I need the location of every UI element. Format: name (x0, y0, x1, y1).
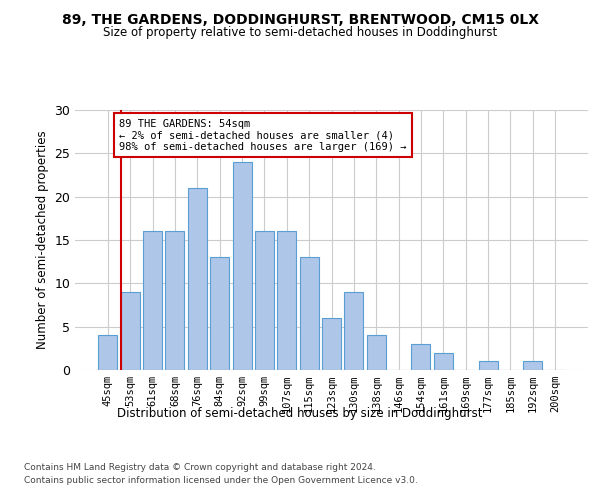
Bar (233, 162, 251, 370)
Bar (367, 336, 386, 370)
Bar (412, 344, 430, 370)
Bar (277, 232, 296, 370)
Text: 89, THE GARDENS, DODDINGHURST, BRENTWOOD, CM15 0LX: 89, THE GARDENS, DODDINGHURST, BRENTWOOD… (62, 12, 539, 26)
Text: Distribution of semi-detached houses by size in Doddinghurst: Distribution of semi-detached houses by … (117, 408, 483, 420)
Bar (98, 336, 118, 370)
Y-axis label: Number of semi-detached properties: Number of semi-detached properties (36, 130, 49, 350)
Bar (479, 362, 497, 370)
Text: Contains HM Land Registry data © Crown copyright and database right 2024.: Contains HM Land Registry data © Crown c… (24, 462, 376, 471)
Bar (322, 318, 341, 370)
Bar (121, 292, 140, 370)
Text: Size of property relative to semi-detached houses in Doddinghurst: Size of property relative to semi-detach… (103, 26, 497, 39)
Bar (188, 188, 207, 370)
Text: Contains public sector information licensed under the Open Government Licence v3: Contains public sector information licen… (24, 476, 418, 485)
Bar (299, 258, 319, 370)
Bar (434, 352, 453, 370)
Text: 89 THE GARDENS: 54sqm
← 2% of semi-detached houses are smaller (4)
98% of semi-d: 89 THE GARDENS: 54sqm ← 2% of semi-detac… (119, 118, 407, 152)
Bar (210, 258, 229, 370)
Bar (166, 232, 184, 370)
Bar (344, 292, 364, 370)
Bar (255, 232, 274, 370)
Bar (523, 362, 542, 370)
Bar (143, 232, 162, 370)
